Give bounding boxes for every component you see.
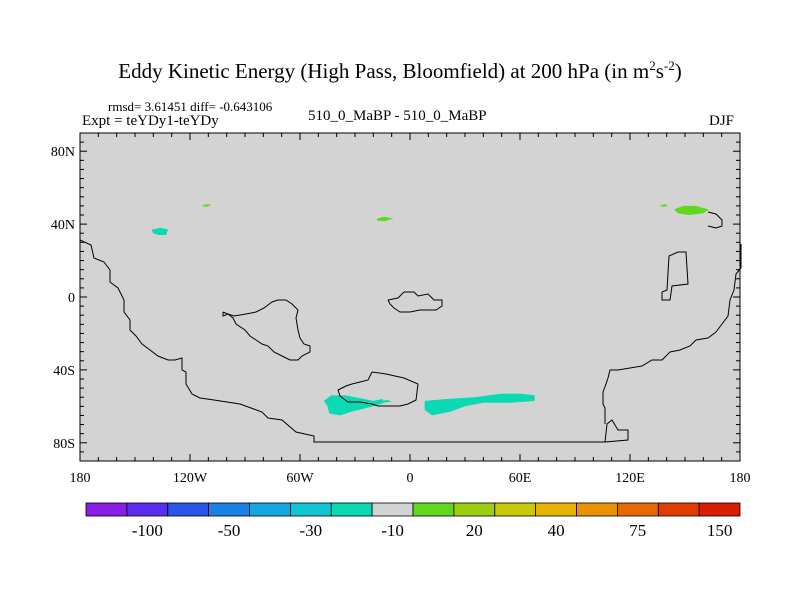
x-tick-label: 180 bbox=[730, 471, 751, 486]
y-tick-label: 80N bbox=[51, 145, 75, 160]
x-tick-label: 120E bbox=[615, 471, 645, 486]
x-tick-label: 120W bbox=[173, 471, 208, 486]
x-tick-label: 0 bbox=[407, 471, 414, 486]
coastline-south-america-east bbox=[602, 244, 742, 424]
chart-title: Eddy Kinetic Energy (High Pass, Bloomfie… bbox=[118, 58, 682, 83]
colorbar-swatch bbox=[617, 502, 659, 517]
colorbar-label: 20 bbox=[466, 521, 483, 540]
colorbar-swatch bbox=[371, 502, 414, 517]
colorbar-swatch bbox=[249, 502, 291, 517]
coastline-south-america bbox=[79, 239, 629, 443]
experiment-label: Expt = teYDy1-teYDy bbox=[82, 113, 219, 129]
contour-region-6 bbox=[380, 400, 392, 403]
colorbar-swatch bbox=[494, 502, 537, 517]
colorbar-label: -30 bbox=[299, 521, 322, 540]
contour-region-5 bbox=[323, 395, 385, 416]
colorbar-label: 75 bbox=[629, 521, 646, 540]
colorbar-swatch bbox=[330, 502, 373, 517]
colorbar-swatch bbox=[453, 502, 496, 517]
x-tick-label: 60W bbox=[286, 471, 314, 486]
x-tick-label: 60E bbox=[509, 471, 532, 486]
colorbar-swatch bbox=[208, 502, 250, 517]
contour-region-3 bbox=[674, 205, 709, 215]
season-label: DJF bbox=[709, 113, 735, 129]
case-label: 510_0_MaBP - 510_0_MaBP bbox=[308, 108, 487, 124]
coastline-island-north bbox=[387, 291, 443, 313]
contour-region-4 bbox=[151, 227, 168, 235]
colorbar-label: 150 bbox=[707, 521, 733, 540]
coastline-island-east bbox=[661, 251, 689, 301]
colorbar-swatch bbox=[576, 502, 618, 517]
coastline-island-west bbox=[222, 299, 311, 361]
plot-background bbox=[80, 133, 740, 461]
colorbar-swatch bbox=[126, 502, 169, 517]
y-tick-label: 40S bbox=[53, 364, 75, 379]
stats-label: rmsd= 3.61451 diff= -0.643106 bbox=[108, 99, 273, 114]
colorbar-label: -50 bbox=[218, 521, 241, 540]
colorbar-swatch bbox=[698, 502, 741, 517]
colorbar-swatch bbox=[289, 502, 332, 517]
y-tick-label: 80S bbox=[53, 437, 75, 452]
colorbar-label: 40 bbox=[548, 521, 565, 540]
colorbar-label: -100 bbox=[132, 521, 163, 540]
contour-region-0 bbox=[201, 204, 212, 207]
colorbar-swatch bbox=[535, 502, 577, 517]
coastline-island-south bbox=[337, 371, 419, 407]
coastline-northwest bbox=[707, 211, 723, 229]
colorbar-swatch bbox=[85, 502, 128, 517]
colorbar-swatch bbox=[167, 502, 210, 517]
contour-region-2 bbox=[659, 204, 669, 207]
colorbar-swatch bbox=[657, 502, 700, 517]
colorbar-label: -10 bbox=[381, 521, 404, 540]
y-tick-label: 0 bbox=[68, 291, 75, 306]
contour-region-7 bbox=[424, 393, 535, 416]
colorbar-swatch bbox=[412, 502, 455, 517]
x-tick-label: 180 bbox=[70, 471, 91, 486]
y-tick-label: 40N bbox=[51, 218, 75, 233]
contour-region-1 bbox=[377, 216, 394, 222]
